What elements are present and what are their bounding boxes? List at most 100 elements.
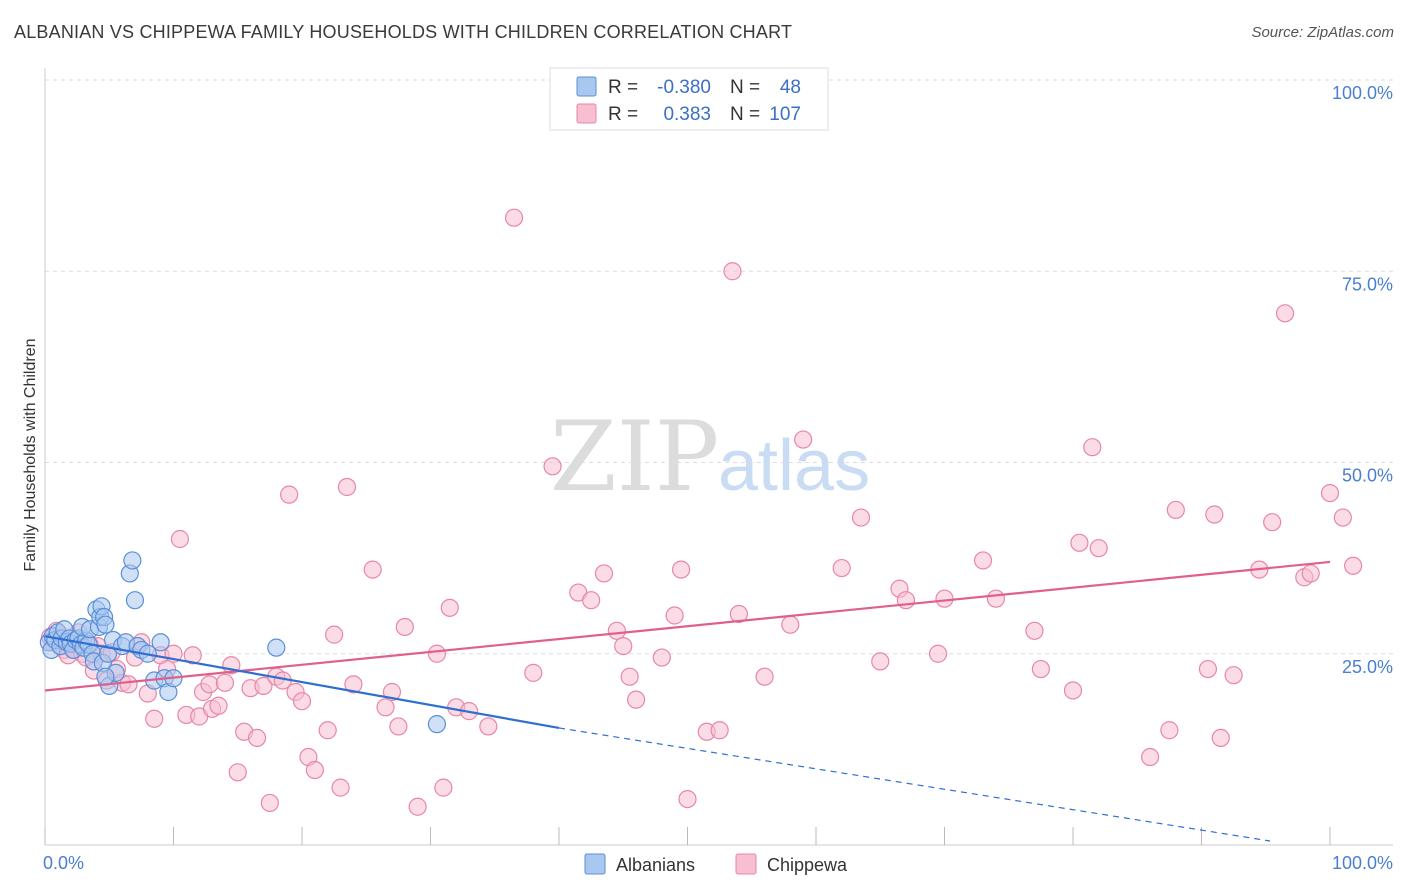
chippewa-point-90 xyxy=(871,652,890,671)
chippewa-point-73 xyxy=(607,621,626,640)
chippewa-point-62 xyxy=(434,778,453,797)
chippewa-points xyxy=(41,208,1363,816)
chippewa-point-88 xyxy=(832,558,851,578)
chippewa-point-53 xyxy=(337,477,357,497)
legend-n-label-chippewa: N = xyxy=(730,104,760,125)
chippewa-point-82 xyxy=(710,721,729,740)
albanian-point-33 xyxy=(96,667,115,686)
chippewa-point-99 xyxy=(1063,681,1083,700)
chippewa-point-50 xyxy=(318,721,337,740)
legend-r-label-chippewa: R = xyxy=(608,104,638,125)
chippewa-point-98 xyxy=(1031,659,1050,679)
chippewa-point-106 xyxy=(1198,659,1218,679)
chippewa-trend-line xyxy=(44,560,1331,692)
chippewa-point-35 xyxy=(215,673,234,692)
chippewa-point-58 xyxy=(389,717,408,736)
legend-r-label-albanians: R = xyxy=(608,77,638,98)
chippewa-point-47 xyxy=(292,692,312,711)
chippewa-point-89 xyxy=(851,508,871,527)
legend-swatch-chippewa xyxy=(576,103,597,124)
albanian-point-47 xyxy=(267,638,286,657)
chippewa-point-74 xyxy=(614,636,633,656)
chippewa-point-72 xyxy=(594,564,614,583)
chippewa-point-80 xyxy=(678,789,697,809)
chippewa-point-117 xyxy=(1344,556,1363,575)
legend-n-value-albanians: 48 xyxy=(780,77,801,98)
chippewa-point-92 xyxy=(896,591,916,610)
chippewa-point-93 xyxy=(928,644,948,663)
chippewa-point-103 xyxy=(1140,747,1160,767)
legend-n-label-albanians: N = xyxy=(730,77,760,98)
albanian-point-37 xyxy=(123,551,142,570)
chippewa-point-32 xyxy=(200,675,219,694)
chippewa-point-40 xyxy=(247,728,267,748)
albanian-point-28 xyxy=(96,615,115,634)
bottom-legend-label-albanians: Albanians xyxy=(616,855,695,875)
chippewa-point-107 xyxy=(1205,505,1224,524)
chippewa-point-96 xyxy=(986,589,1006,608)
trend-lines xyxy=(44,560,1331,842)
chippewa-point-23 xyxy=(145,709,164,728)
x-tick-label-1: 100.0% xyxy=(1332,853,1393,873)
chart-title: ALBANIAN VS CHIPPEWA FAMILY HOUSEHOLDS W… xyxy=(14,22,793,42)
chippewa-point-116 xyxy=(1333,508,1352,527)
chippewa-point-27 xyxy=(170,529,190,549)
source-label: Source: ZipAtlas.com xyxy=(1251,24,1394,41)
albanian-trend-line-extrapolated xyxy=(558,727,1271,842)
bottom-legend: Albanians Chippewa xyxy=(584,853,848,875)
chippewa-point-59 xyxy=(395,617,414,637)
albanian-point-48 xyxy=(427,715,447,734)
chippewa-point-100 xyxy=(1070,533,1089,552)
watermark-atlas: atlas xyxy=(718,426,870,506)
y-tick-label-2: 75.0% xyxy=(1342,274,1393,294)
chippewa-point-66 xyxy=(479,717,498,736)
chippewa-point-102 xyxy=(1089,539,1108,558)
y-tick-label-0: 25.0% xyxy=(1342,657,1393,677)
tick-labels: 25.0% 50.0% 75.0% 100.0% 0.0% 100.0% xyxy=(43,83,1393,873)
chippewa-point-108 xyxy=(1211,728,1230,748)
chippewa-point-45 xyxy=(280,485,299,504)
chippewa-point-87 xyxy=(794,430,813,449)
chippewa-point-85 xyxy=(755,667,774,686)
chippewa-point-112 xyxy=(1275,304,1295,323)
chippewa-point-105 xyxy=(1166,500,1185,520)
chippewa-point-95 xyxy=(973,551,993,570)
chippewa-point-34 xyxy=(209,696,228,715)
chippewa-point-55 xyxy=(363,560,382,579)
chippewa-point-101 xyxy=(1083,438,1102,457)
y-tick-label-1: 50.0% xyxy=(1342,466,1393,486)
chippewa-point-29 xyxy=(183,646,202,665)
chippewa-point-56 xyxy=(376,698,395,717)
chippewa-point-77 xyxy=(652,648,671,667)
y-tick-label-3: 100.0% xyxy=(1332,83,1393,103)
legend: R = -0.380 N = 48 R = 0.383 N = 107 xyxy=(549,67,829,131)
albanian-points xyxy=(39,551,447,734)
chippewa-point-71 xyxy=(582,591,601,610)
chippewa-point-84 xyxy=(729,604,749,624)
chippewa-point-104 xyxy=(1160,721,1179,740)
chippewa-point-94 xyxy=(935,589,954,608)
chippewa-point-86 xyxy=(781,615,800,634)
chippewa-point-79 xyxy=(671,560,691,579)
legend-r-value-albanians: -0.380 xyxy=(657,77,711,98)
chippewa-point-115 xyxy=(1320,484,1340,503)
chippewa-point-37 xyxy=(228,763,247,782)
grid-lines xyxy=(45,79,1393,655)
chippewa-point-49 xyxy=(305,760,324,780)
chippewa-point-97 xyxy=(1025,621,1044,640)
bottom-legend-swatch-chippewa xyxy=(735,853,757,875)
chippewa-point-114 xyxy=(1301,564,1320,583)
chippewa-point-19 xyxy=(119,675,138,694)
bottom-legend-label-chippewa: Chippewa xyxy=(767,855,848,875)
albanian-point-43 xyxy=(151,633,170,652)
legend-r-value-chippewa: 0.383 xyxy=(663,104,711,125)
watermark-zip: ZIP xyxy=(550,401,719,513)
chippewa-point-60 xyxy=(408,797,427,816)
chippewa-point-67 xyxy=(504,208,524,227)
axes xyxy=(44,68,1393,846)
x-tick-label-0: 0.0% xyxy=(43,853,84,873)
albanian-point-38 xyxy=(125,591,145,610)
chippewa-point-78 xyxy=(665,606,684,625)
albanian-trend-line xyxy=(44,635,560,730)
chippewa-point-83 xyxy=(723,262,742,281)
